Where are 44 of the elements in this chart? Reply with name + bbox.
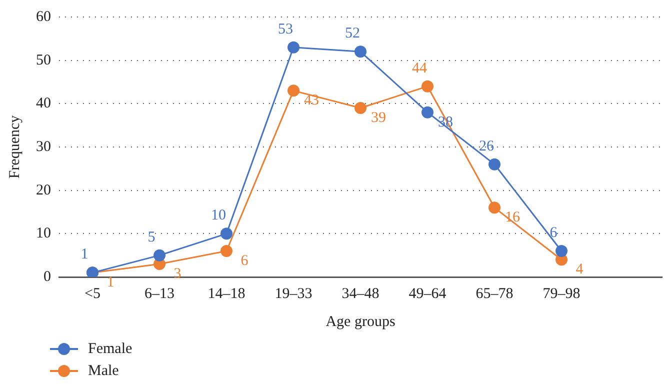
data-label: 44: [412, 60, 428, 76]
point: [422, 106, 434, 118]
data-label: 39: [371, 110, 386, 126]
y-tick-label: 60: [36, 8, 51, 25]
legend-label: Female: [88, 340, 132, 358]
x-tick-label: 6–13: [144, 286, 174, 302]
data-label: 5: [148, 229, 156, 246]
data-label: 4: [576, 262, 584, 278]
data-label: 6: [240, 252, 249, 269]
x-tick-label: <5: [84, 286, 100, 302]
point: [154, 249, 166, 262]
y-tick-label: 0: [44, 268, 51, 285]
data-label: 1: [106, 274, 114, 291]
data-label: 6: [550, 224, 558, 241]
point: [288, 41, 300, 54]
y-tick-label: 50: [36, 52, 51, 68]
y-tick-label: 40: [36, 96, 51, 112]
data-label: 16: [505, 210, 520, 226]
data-label: 26: [479, 138, 494, 154]
x-tick-label: 14–18: [208, 286, 246, 302]
legend-label: Male: [88, 362, 119, 380]
data-label: 53: [278, 21, 293, 38]
y-tick-label: 10: [36, 226, 51, 242]
y-tick-label: 20: [36, 182, 51, 198]
point: [354, 102, 366, 114]
point: [488, 202, 500, 214]
y-tick-label: 30: [36, 138, 51, 155]
data-label: 10: [211, 208, 226, 224]
x-tick-label: 34–48: [342, 286, 380, 302]
point: [220, 245, 232, 257]
point: [220, 228, 232, 240]
x-tick-label: 79–98: [542, 286, 580, 302]
point: [288, 84, 300, 97]
point: [422, 80, 434, 92]
x-tick-label: 19–33: [274, 286, 312, 302]
x-axis-title: Age groups: [326, 314, 396, 330]
data-label: 1: [80, 246, 88, 263]
x-tick-label: 65–78: [476, 286, 514, 302]
data-label: 52: [345, 26, 360, 42]
x-tick-label: 49–64: [408, 286, 447, 302]
point: [488, 158, 500, 170]
point: [556, 245, 568, 257]
point: [354, 46, 366, 58]
y-axis-title: Frequency: [6, 114, 23, 179]
